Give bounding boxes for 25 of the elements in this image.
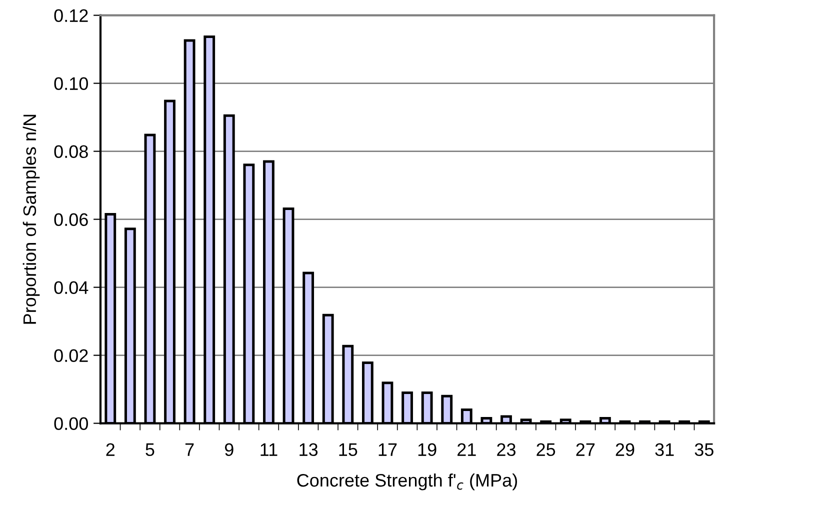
x-tick-label: 9 [224, 443, 234, 456]
x-tick-label: 13 [300, 443, 318, 456]
x-tick-label: 21 [458, 443, 476, 456]
x-tick-label: 7 [185, 443, 194, 456]
y-tick-label: 0.06 [54, 213, 88, 226]
x-tick-label: 15 [339, 443, 358, 456]
y-tick-label: 0.00 [54, 417, 88, 430]
x-tick-label: 2 [106, 443, 114, 456]
x-tick-label: 23 [497, 443, 516, 456]
x-axis-title: Concrete Strength f'$_{c}$ (MPa) [297, 473, 517, 490]
y-tick-label: 0.04 [54, 281, 88, 294]
x-tick-label: 25 [536, 443, 556, 456]
x-tick-label: 5 [146, 443, 154, 456]
y-tick-label: 0.10 [54, 77, 88, 90]
x-tick-label: 27 [576, 443, 595, 456]
x-tick-label: 11 [260, 443, 278, 456]
x-tick-label: 35 [694, 443, 714, 456]
y-tick-label: 0.02 [54, 349, 88, 362]
x-tick-label: 29 [616, 443, 634, 456]
y-axis-title: Proportion of Samples n/N [22, 114, 40, 324]
x-tick-label: 19 [418, 443, 436, 456]
y-tick-label: 0.08 [54, 145, 88, 158]
y-tick-label: 0.12 [54, 9, 88, 22]
x-tick-label: 31 [655, 443, 674, 456]
x-tick-label: 17 [378, 443, 397, 456]
